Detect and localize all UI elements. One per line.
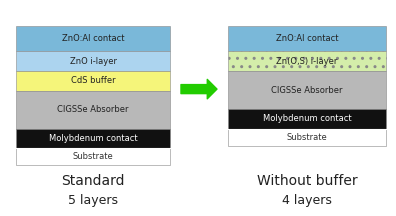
Bar <box>16 91 170 129</box>
Text: Substrate: Substrate <box>287 133 327 142</box>
Text: 5 layers: 5 layers <box>68 194 118 207</box>
Bar <box>228 109 386 129</box>
Text: 4 layers: 4 layers <box>282 194 332 207</box>
Text: ZnO:Al contact: ZnO:Al contact <box>276 34 338 43</box>
Text: Without buffer: Without buffer <box>257 175 357 188</box>
Text: Standard: Standard <box>61 175 125 188</box>
Bar <box>228 26 386 51</box>
Bar <box>228 71 386 109</box>
Text: Zn(O,S) i-layer: Zn(O,S) i-layer <box>276 57 337 65</box>
Text: Molybdenum contact: Molybdenum contact <box>49 134 137 143</box>
Text: Substrate: Substrate <box>73 152 113 161</box>
Bar <box>16 71 170 91</box>
Text: ZnO:Al contact: ZnO:Al contact <box>62 34 124 43</box>
Bar <box>16 129 170 148</box>
Text: CIGSSe Absorber: CIGSSe Absorber <box>271 86 343 95</box>
Text: CIGSSe Absorber: CIGSSe Absorber <box>57 105 129 114</box>
Bar <box>16 148 170 165</box>
Bar <box>16 26 170 51</box>
Bar <box>228 129 386 146</box>
Text: Molybdenum contact: Molybdenum contact <box>263 114 351 123</box>
Bar <box>228 51 386 71</box>
Text: ZnO i-layer: ZnO i-layer <box>70 57 116 65</box>
Text: CdS buffer: CdS buffer <box>71 76 115 86</box>
Bar <box>16 51 170 71</box>
